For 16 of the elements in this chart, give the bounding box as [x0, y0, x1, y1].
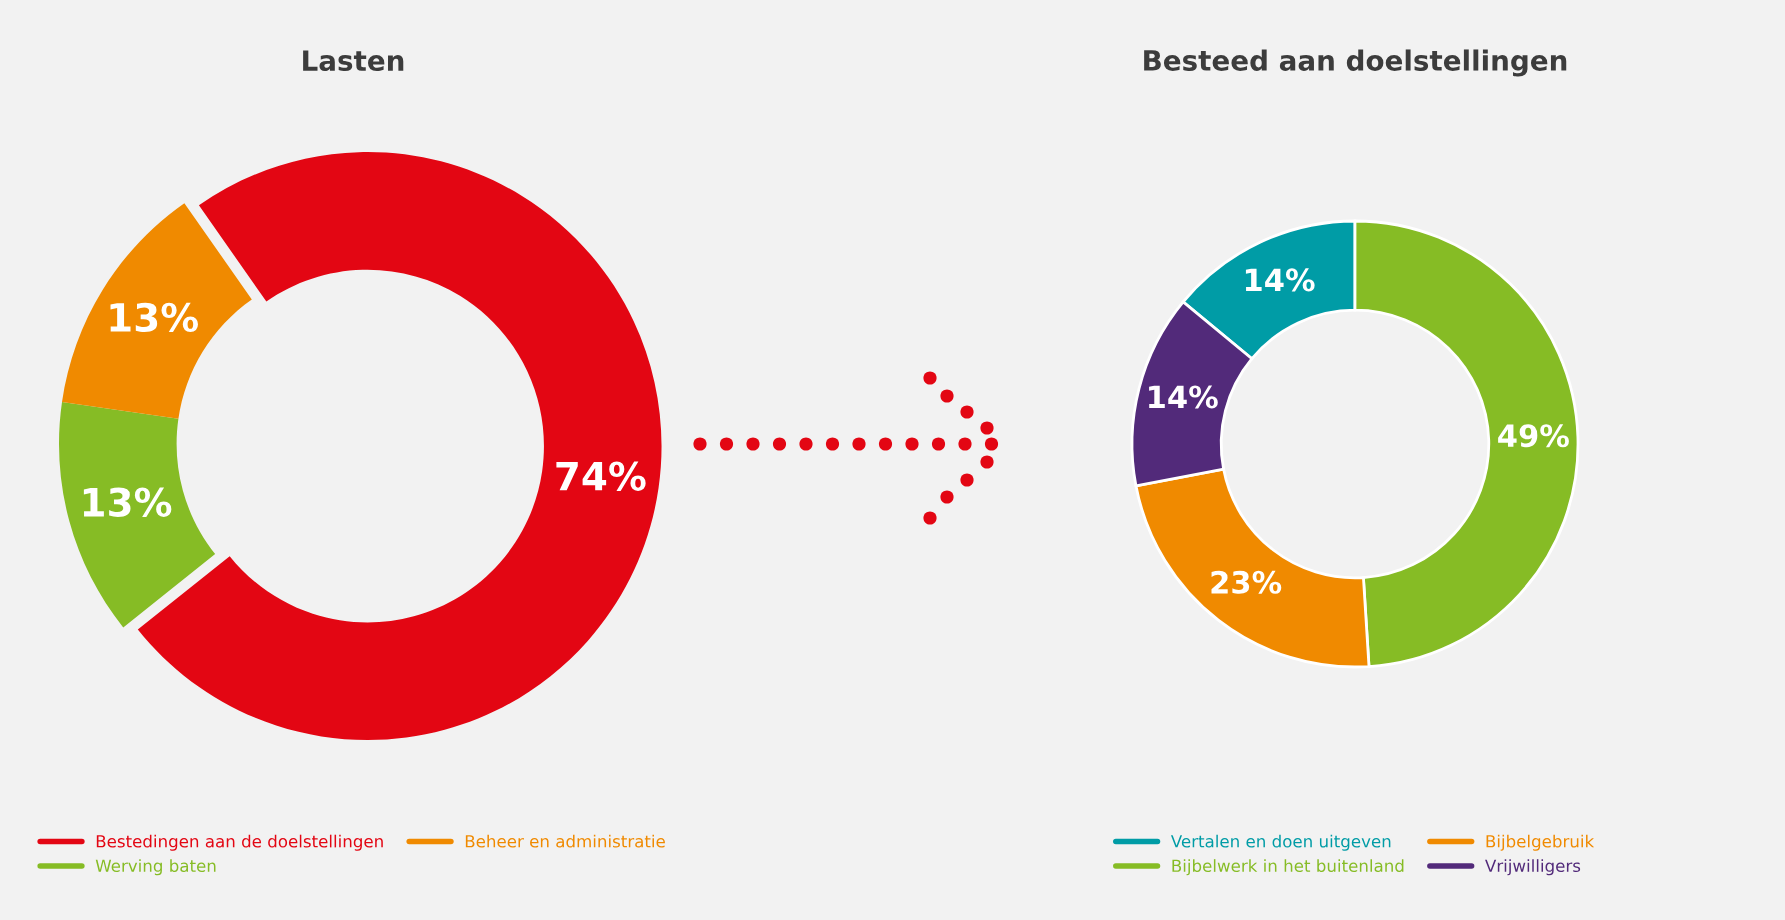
legend-label: Werving baten: [95, 859, 216, 876]
legend-label: Vertalen en doen uitgeven: [1170, 834, 1391, 851]
legend-label: Beheer en administratie: [465, 834, 665, 848]
legend-label: Vrijwilligers: [1485, 859, 1581, 876]
legend-label: Bestedingen aan de doelstellingen: [96, 834, 383, 851]
data-label: 14%: [1245, 268, 1315, 292]
legend-label: Bijbelwerk in het buitenland: [1172, 859, 1404, 876]
data-label: 13%: [110, 302, 198, 333]
data-label: 23%: [1211, 570, 1282, 594]
chart-title: Besteed aan doelstellingen: [1144, 49, 1567, 77]
chart-title: Lasten: [303, 50, 404, 72]
data-label: 14%: [1149, 385, 1218, 409]
data-label: 13%: [83, 487, 172, 517]
data-label: 74%: [556, 461, 646, 491]
data-label: 49%: [1498, 424, 1569, 448]
legend-label: Bijbelgebruik: [1486, 834, 1595, 851]
